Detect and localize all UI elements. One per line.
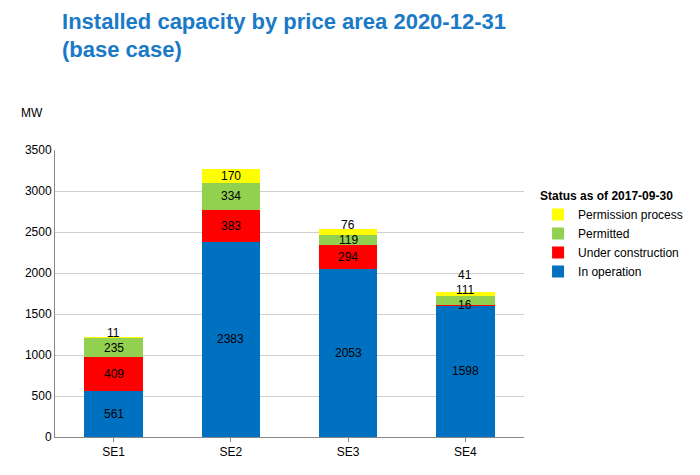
svg-text:2500: 2500: [25, 225, 52, 239]
svg-text:1500: 1500: [25, 307, 52, 321]
svg-text:Under construction: Under construction: [578, 246, 679, 260]
svg-text:MW: MW: [21, 106, 43, 120]
svg-text:409: 409: [104, 367, 124, 381]
svg-text:1598: 1598: [452, 364, 479, 378]
svg-text:0: 0: [45, 430, 52, 444]
svg-text:76: 76: [341, 218, 355, 232]
svg-text:16: 16: [458, 298, 472, 312]
svg-text:2053: 2053: [335, 346, 362, 360]
svg-text:3500: 3500: [25, 143, 52, 157]
svg-text:SE4: SE4: [454, 445, 477, 459]
svg-text:SE1: SE1: [102, 445, 125, 459]
svg-text:Permitted: Permitted: [578, 227, 629, 241]
svg-text:119: 119: [339, 233, 358, 247]
svg-text:334: 334: [221, 189, 241, 203]
svg-text:Installed capacity by price ar: Installed capacity by price area 2020-12…: [62, 9, 506, 63]
svg-text:3000: 3000: [25, 184, 52, 198]
svg-text:2383: 2383: [217, 332, 244, 346]
svg-text:SE2: SE2: [220, 445, 243, 459]
svg-text:561: 561: [104, 407, 124, 421]
svg-text:SE3: SE3: [337, 445, 360, 459]
svg-text:Status as of 2017-09-30: Status as of 2017-09-30: [540, 189, 673, 203]
svg-text:1000: 1000: [25, 348, 52, 362]
svg-text:294: 294: [338, 250, 358, 264]
svg-text:In operation: In operation: [578, 265, 641, 279]
svg-text:500: 500: [32, 389, 52, 403]
svg-text:111: 111: [456, 283, 475, 297]
svg-text:170: 170: [221, 169, 241, 183]
svg-text:383: 383: [221, 219, 241, 233]
svg-text:11: 11: [107, 326, 120, 340]
svg-text:235: 235: [104, 341, 124, 355]
svg-text:41: 41: [458, 268, 472, 282]
svg-text:2000: 2000: [25, 266, 52, 280]
svg-text:Permission process: Permission process: [578, 208, 683, 222]
